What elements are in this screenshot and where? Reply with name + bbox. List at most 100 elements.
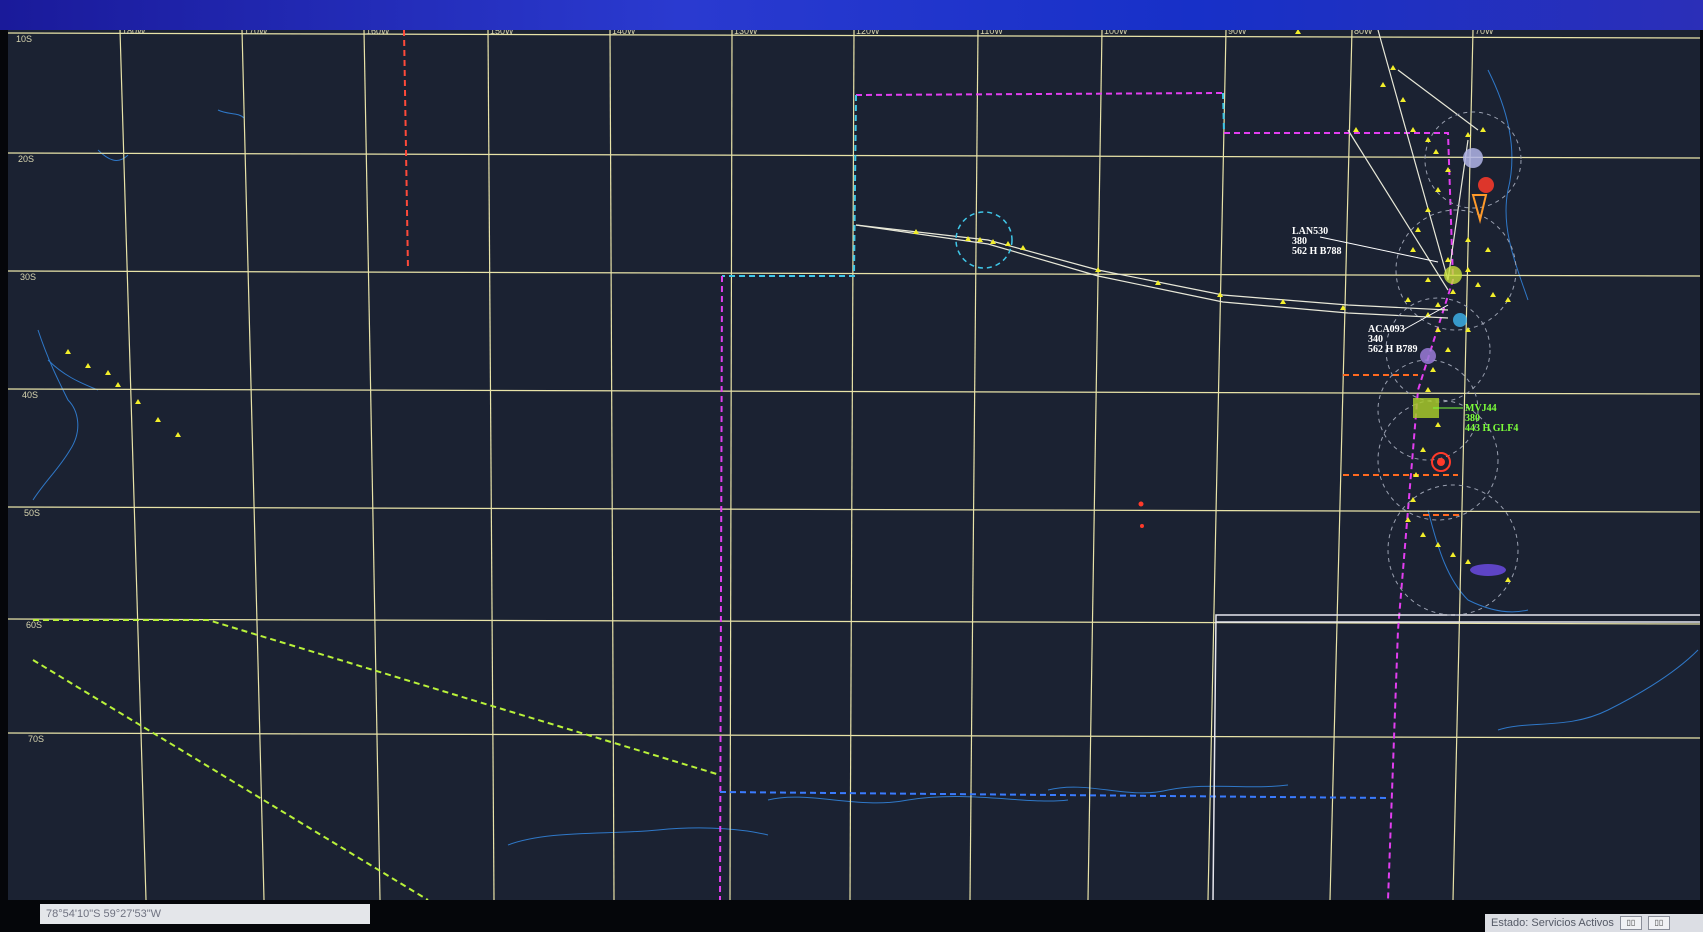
waypoint-triangle-icon	[1490, 292, 1496, 297]
radar-map-display[interactable]: 180W 170W 160W 150W 140W 130W 120W 110W 100W 90W 8…	[8, 30, 1700, 900]
waypoint-triangle-icon	[175, 432, 181, 437]
coastlines	[32, 69, 1699, 846]
waypoint-triangle-icon	[1450, 289, 1456, 294]
waypoint-triangle-icon	[1465, 267, 1471, 272]
waypoint-triangle-icon	[1420, 447, 1426, 452]
waypoint-triangle-icon	[1415, 227, 1421, 232]
range-ring-icon[interactable]	[955, 211, 1013, 269]
waypoint-triangle-icon	[1005, 241, 1011, 246]
status-button-2[interactable]: ▯▯	[1647, 916, 1670, 930]
flight-label-aca093[interactable]: ACA093 340 562 H B789	[1368, 304, 1449, 355]
latitude-label: 60S	[26, 620, 42, 630]
meridian-line	[609, 30, 615, 900]
boundary-magenta-east	[1224, 132, 1455, 900]
waypoint-triangle-icon	[85, 363, 91, 368]
meridian-line	[1452, 30, 1474, 900]
waypoint-triangle-icon	[1475, 282, 1481, 287]
waypoint-triangle-icon	[913, 229, 919, 234]
flight-callsign: ACA093	[1368, 324, 1405, 335]
latitude-labels: 10S 20S 30S 40S 50S 60S 70S	[16, 34, 44, 744]
longitude-label: 80W	[1354, 30, 1373, 36]
map-canvas[interactable]: 180W 170W 160W 150W 140W 130W 120W 110W 100W 90W 8…	[8, 30, 1700, 900]
waypoint-triangle-icon	[1095, 267, 1101, 272]
window-titlebar	[0, 0, 1703, 30]
waypoint-triangle-icon	[1465, 132, 1471, 137]
flight-label-mvj44[interactable]: MVJ44 380 443 H GLF4	[1433, 403, 1518, 434]
waypoint-triangle-icon	[1485, 247, 1491, 252]
waypoint-triangle-icon	[1425, 277, 1431, 282]
latitude-label: 70S	[28, 734, 44, 744]
waypoint-triangle-icon	[1430, 367, 1436, 372]
flight-info: 562 H B788	[1292, 246, 1341, 257]
waypoint-triangle-icon	[1505, 577, 1511, 582]
waypoint-triangle-icon	[1445, 257, 1451, 262]
graticule	[8, 30, 1700, 900]
waypoint-triangle-icon	[1280, 299, 1286, 304]
meridian-line	[729, 30, 733, 900]
waypoint-triangle-icon	[135, 399, 141, 404]
boundary-cyan-notch	[1222, 92, 1225, 134]
waypoint-triangle-icon	[1435, 542, 1441, 547]
longitude-label: 70W	[1475, 30, 1494, 36]
waypoint-triangle-icon	[1465, 559, 1471, 564]
flight-data-blocks: LAN530 380 562 H B788 ACA093 340 562 H B…	[1292, 226, 1518, 434]
waypoint-triangle-icon	[1410, 247, 1416, 252]
waypoint-triangle-icon	[1217, 292, 1223, 297]
meridian-line	[969, 30, 979, 900]
waypoint-triangle-icon	[1465, 237, 1471, 242]
parallel-line	[8, 270, 1700, 277]
boundary-red-vertical	[403, 30, 409, 271]
waypoint-triangle-icon	[1465, 327, 1471, 332]
waypoint-triangle-icon	[1413, 472, 1419, 477]
meridian-line	[119, 30, 147, 900]
waypoint-triangle-icon	[1405, 297, 1411, 302]
boundary-cyan-north	[722, 94, 857, 277]
waypoint-triangle-icon	[1420, 532, 1426, 537]
flight-info: 443 H GLF4	[1465, 423, 1518, 434]
flight-level: 380	[1292, 236, 1307, 247]
boundary-blue-south	[719, 791, 1389, 799]
longitude-label: 180W	[122, 30, 146, 36]
waypoint-triangle-icon	[1435, 422, 1441, 427]
waypoint-triangle-icon	[990, 239, 996, 244]
flight-info: 562 H B789	[1368, 344, 1417, 355]
status-button-1[interactable]: ▯▯	[1619, 916, 1642, 930]
parallel-line	[8, 618, 1700, 625]
waypoint-triangle-icon	[1020, 245, 1026, 250]
waypoint-triangle-icon	[1340, 305, 1346, 310]
waypoint-triangle-icon	[65, 349, 71, 354]
boundary-magenta-north	[855, 92, 1224, 96]
waypoint-triangle-icon	[1480, 127, 1486, 132]
longitude-label: 160W	[366, 30, 390, 36]
waypoint-triangle-icon	[1410, 497, 1416, 502]
waypoint-triangle-icon	[1155, 280, 1161, 285]
waypoint-triangle-icon	[1410, 127, 1416, 132]
parallel-line	[8, 32, 1700, 39]
range-ring-icons	[1377, 111, 1522, 616]
longitude-label: 90W	[1228, 30, 1247, 36]
meridian-line	[363, 30, 381, 900]
status-bar: Estado: Servicios Activos ▯▯ ▯▯	[1485, 914, 1703, 932]
boundary-green-upper	[33, 619, 721, 776]
flight-level: 340	[1368, 334, 1383, 345]
flight-callsign: LAN530	[1292, 226, 1328, 237]
longitude-label: 100W	[1104, 30, 1128, 36]
longitude-label: 140W	[612, 30, 636, 36]
waypoint-triangle-icon	[1435, 327, 1441, 332]
waypoint-triangle-icon	[1353, 127, 1359, 132]
meridian-line	[1329, 30, 1353, 900]
longitude-labels: 180W 170W 160W 150W 140W 130W 120W 110W 100W 90W 8…	[122, 30, 1494, 36]
boundary-green-lower	[32, 659, 429, 900]
meridian-line	[1207, 30, 1227, 900]
longitude-label: 130W	[734, 30, 758, 36]
waypoint-triangle-icon	[155, 417, 161, 422]
waypoint-triangle-icon	[1445, 347, 1451, 352]
waypoint-triangle-icon	[1433, 149, 1439, 154]
meridian-line	[849, 30, 855, 900]
waypoint-triangle-icons	[65, 30, 1511, 582]
waypoint-triangle-icon	[1380, 82, 1386, 87]
waypoint-triangle-icon	[1445, 167, 1451, 172]
waypoint-triangle-icon	[1425, 137, 1431, 142]
flight-label-lan530[interactable]: LAN530 380 562 H B788	[1292, 226, 1439, 263]
longitude-label: 120W	[856, 30, 880, 36]
